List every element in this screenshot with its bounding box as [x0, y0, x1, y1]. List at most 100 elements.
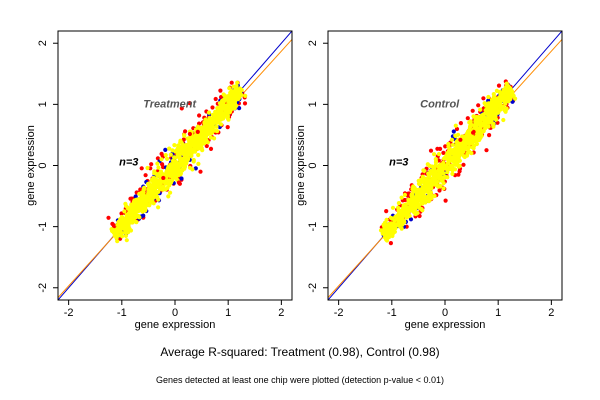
point-yellow [177, 145, 182, 150]
point-yellow [513, 96, 518, 101]
point-yellow [153, 182, 158, 187]
point-yellow [503, 89, 508, 94]
point-yellow [503, 98, 508, 103]
point-outlier [195, 129, 200, 134]
point-yellow [416, 190, 422, 195]
point-yellow [172, 167, 177, 172]
point-yellow [468, 119, 473, 124]
point-outlier [155, 161, 160, 166]
point-yellow [190, 167, 195, 172]
point-yellow [129, 213, 134, 218]
point-yellow [424, 181, 429, 187]
point-outlier [169, 170, 175, 175]
point-red [139, 166, 144, 171]
point-yellow [114, 233, 119, 238]
point-yellow [184, 152, 189, 157]
point-yellow [119, 231, 124, 236]
point-red [213, 96, 218, 102]
x-tick-label: -1 [387, 307, 397, 319]
point-red [406, 191, 411, 196]
point-outlier [427, 191, 432, 196]
point-yellow [225, 94, 230, 99]
point-yellow [210, 128, 215, 133]
point-outlier [162, 179, 167, 185]
x-axis-label: gene expression [135, 319, 216, 331]
point-yellow [200, 125, 205, 130]
point-yellow [453, 151, 458, 156]
r-squared-summary: Average R-squared: Treatment (0.98), Con… [160, 345, 439, 359]
point-blue [237, 106, 242, 111]
point-yellow [126, 217, 131, 222]
point-yellow [508, 97, 513, 102]
point-yellow [136, 213, 141, 219]
point-yellow [182, 163, 187, 168]
point-outlier [456, 164, 461, 169]
point-yellow [133, 204, 138, 209]
point-yellow [441, 160, 446, 165]
point-yellow [127, 227, 132, 232]
point-yellow [120, 219, 125, 224]
point-yellow [166, 194, 171, 199]
point-yellow [451, 159, 456, 164]
point-yellow [450, 142, 455, 147]
point-yellow [182, 132, 187, 137]
point-yellow [453, 123, 458, 128]
point-yellow [178, 149, 183, 154]
point-yellow [230, 100, 235, 106]
point-yellow [432, 152, 437, 157]
point-yellow [156, 165, 161, 170]
point-yellow [456, 143, 461, 148]
point-yellow [493, 113, 498, 118]
point-yellow [399, 214, 404, 220]
point-yellow [227, 109, 233, 115]
point-red [388, 241, 393, 246]
point-yellow [206, 110, 212, 115]
point-yellow [421, 193, 426, 198]
point-yellow [445, 170, 450, 175]
point-yellow [477, 137, 482, 143]
point-yellow [184, 149, 189, 154]
point-yellow [233, 92, 238, 97]
point-yellow [177, 153, 182, 159]
point-red [458, 121, 463, 126]
point-yellow [236, 90, 242, 95]
point-yellow [212, 136, 217, 141]
point-red [187, 101, 192, 106]
point-yellow [126, 230, 131, 235]
point-yellow [456, 155, 461, 160]
panel-title: Treatment [143, 98, 197, 110]
point-yellow [495, 101, 500, 106]
point-outlier [446, 150, 451, 155]
point-yellow [124, 238, 129, 243]
point-yellow [488, 110, 493, 115]
point-yellow [486, 118, 492, 123]
y-axis-label: gene expression [25, 125, 37, 206]
point-yellow [474, 123, 479, 128]
point-yellow [223, 105, 228, 110]
point-yellow [433, 157, 438, 162]
point-red [229, 80, 234, 85]
point-red [225, 125, 230, 130]
point-outlier [161, 175, 166, 181]
point-yellow [433, 163, 438, 168]
point-red [179, 106, 184, 111]
point-red [181, 137, 186, 142]
x-tick-label: -1 [117, 307, 127, 319]
point-red [441, 150, 446, 155]
x-tick-label: 0 [442, 307, 448, 319]
point-blue [163, 147, 168, 152]
point-yellow [462, 154, 467, 160]
control-panel: -2 -1 0 1 2 -2 -1 0 1 2 gene expression gene expres… [295, 30, 563, 331]
point-yellow [401, 203, 407, 208]
point-yellow [493, 96, 498, 101]
point-red [242, 101, 248, 106]
point-yellow [433, 173, 438, 178]
point-outlier [168, 181, 173, 186]
point-yellow [402, 192, 407, 197]
point-yellow [136, 208, 141, 213]
point-yellow [157, 186, 162, 191]
point-yellow [422, 168, 427, 173]
point-outlier [176, 180, 181, 185]
point-yellow [390, 233, 395, 239]
